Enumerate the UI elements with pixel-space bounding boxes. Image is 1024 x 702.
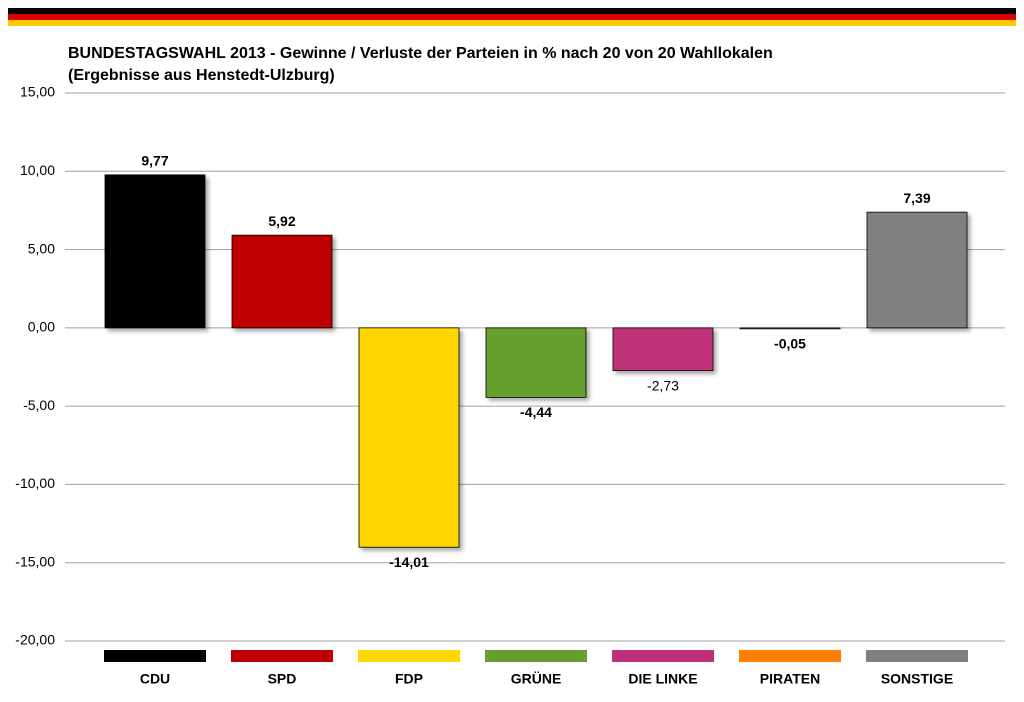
bar: [358, 327, 460, 548]
x-tick-label: SONSTIGE: [881, 671, 953, 687]
chart-title: BUNDESTAGSWAHL 2013 - Gewinne / Verluste…: [68, 45, 773, 62]
legend-swatch: [231, 650, 333, 662]
value-label: 5,92: [268, 213, 295, 229]
legend-swatch: [485, 650, 587, 662]
value-label: -0,05: [774, 335, 806, 351]
legend-swatch: [104, 650, 206, 662]
value-label: -14,01: [389, 554, 429, 570]
legend-swatch: [866, 650, 968, 662]
y-tick-label: 0,00: [28, 319, 55, 335]
bar: [866, 211, 968, 329]
flag-stripe: [8, 8, 1016, 14]
x-tick-label: FDP: [395, 671, 423, 687]
x-tick-label: PIRATEN: [760, 671, 820, 687]
flag-stripe: [8, 20, 1016, 26]
y-tick-label: -10,00: [15, 475, 55, 491]
legend-swatch: [739, 650, 841, 662]
bar: [104, 174, 206, 329]
y-tick-label: 10,00: [20, 162, 55, 178]
flag-stripe: [8, 14, 1016, 20]
legend-swatch: [612, 650, 714, 662]
value-label: 7,39: [903, 190, 930, 206]
value-label: -2,73: [647, 377, 679, 393]
y-tick-label: -15,00: [15, 553, 55, 569]
x-tick-label: DIE LINKE: [628, 671, 697, 687]
legend-swatch: [358, 650, 460, 662]
x-tick-label: SPD: [268, 671, 297, 687]
x-tick-label: CDU: [140, 671, 170, 687]
x-tick-label: GRÜNE: [511, 671, 562, 687]
bar: [485, 327, 587, 398]
value-label: -4,44: [520, 404, 552, 420]
y-tick-label: -5,00: [23, 397, 55, 413]
chart-subtitle: (Ergebnisse aus Henstedt-Ulzburg): [68, 67, 335, 84]
y-tick-label: 5,00: [28, 240, 55, 256]
y-tick-label: -20,00: [15, 632, 55, 648]
bar: [612, 327, 714, 372]
bar: [739, 327, 841, 330]
value-label: 9,77: [141, 153, 168, 169]
y-tick-label: 15,00: [20, 84, 55, 100]
bar: [231, 234, 333, 329]
